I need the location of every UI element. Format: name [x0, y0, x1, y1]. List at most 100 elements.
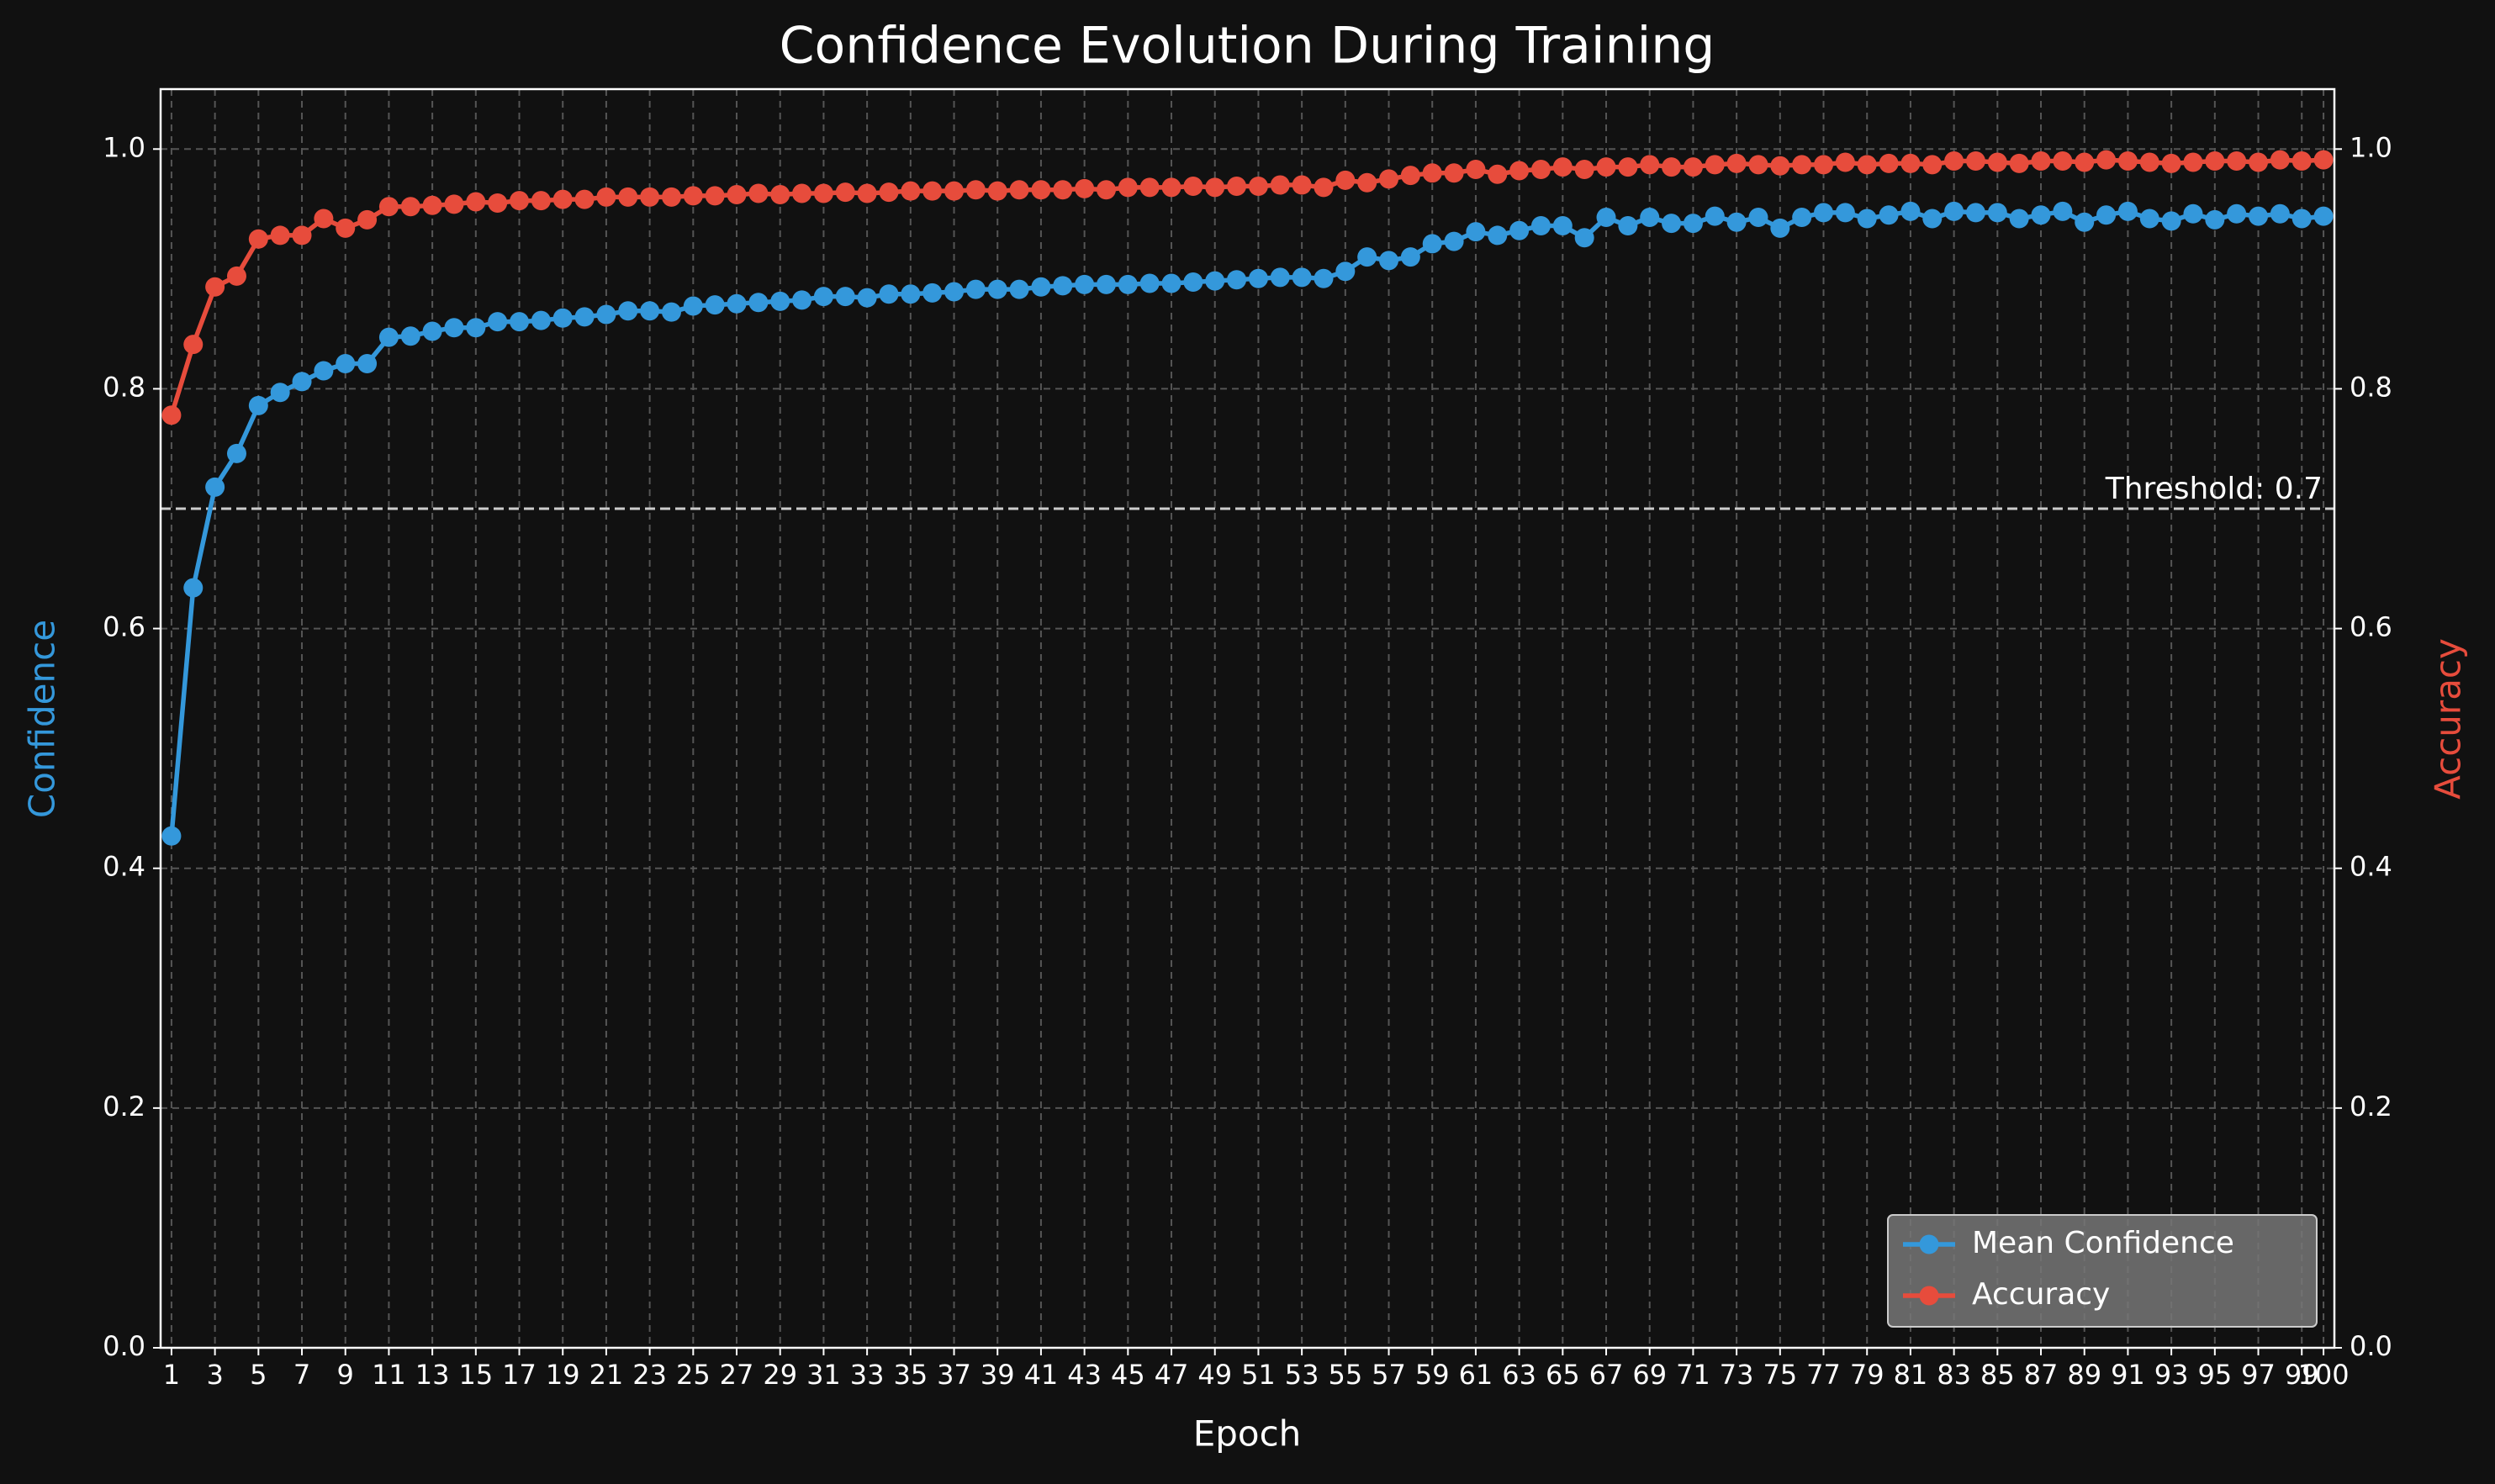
- data-point: [488, 312, 508, 332]
- x-tick-label: 43: [1067, 1359, 1102, 1391]
- data-point: [1640, 155, 1660, 175]
- data-point: [1683, 214, 1703, 234]
- data-point: [1400, 247, 1420, 267]
- data-point: [531, 191, 551, 211]
- x-tick-label: 65: [1546, 1359, 1580, 1391]
- data-point: [1357, 172, 1377, 193]
- x-tick-label: 47: [1155, 1359, 1189, 1391]
- data-point: [378, 327, 399, 347]
- x-tick-label: 27: [720, 1359, 754, 1391]
- legend: Mean Confidence Accuracy: [1887, 1214, 2318, 1328]
- data-point: [2183, 152, 2203, 172]
- y2-axis-label: Accuracy: [2428, 638, 2469, 800]
- legend-box: [1887, 1214, 2318, 1328]
- data-point: [748, 183, 769, 203]
- x-tick-label: 67: [1589, 1359, 1624, 1391]
- chart-title: Confidence Evolution During Training: [780, 17, 1715, 76]
- data-point: [1900, 201, 1921, 221]
- data-point: [1770, 156, 1790, 176]
- x-tick-label: 87: [2024, 1359, 2059, 1391]
- x-tick-label: 9: [337, 1359, 354, 1391]
- data-point: [705, 186, 725, 206]
- data-point: [2053, 201, 2073, 221]
- data-point: [1879, 153, 1899, 173]
- data-point: [857, 288, 877, 308]
- data-point: [552, 308, 573, 328]
- data-point: [1618, 157, 1638, 177]
- data-point: [248, 229, 268, 249]
- data-point: [2096, 150, 2117, 170]
- data-point: [2031, 205, 2051, 225]
- data-point: [292, 225, 312, 246]
- data-point: [314, 361, 334, 381]
- data-point: [2031, 151, 2051, 172]
- x-tick-label: 7: [293, 1359, 310, 1391]
- x-tick-label: 51: [1241, 1359, 1276, 1391]
- data-point: [596, 304, 616, 325]
- x-tick-label: 57: [1372, 1359, 1406, 1391]
- data-point: [161, 405, 182, 425]
- data-point: [1922, 155, 1943, 175]
- data-point: [2291, 209, 2312, 229]
- data-point: [1009, 180, 1029, 200]
- data-point: [1227, 270, 1247, 290]
- x-tick-label: 100: [2298, 1359, 2350, 1391]
- data-point: [879, 182, 899, 203]
- data-point: [2227, 203, 2247, 224]
- data-point: [488, 193, 508, 213]
- legend-marker: [1919, 1234, 1939, 1254]
- data-point: [1466, 160, 1486, 180]
- data-point: [1488, 225, 1508, 246]
- data-point: [1314, 268, 1334, 288]
- data-point: [901, 284, 921, 304]
- data-point: [336, 218, 356, 238]
- data-point: [1965, 151, 1985, 172]
- data-point: [2075, 152, 2095, 172]
- data-point: [1357, 247, 1377, 267]
- data-point: [1900, 153, 1921, 173]
- data-point: [1400, 166, 1420, 186]
- data-point: [987, 181, 1007, 201]
- data-point: [357, 209, 378, 230]
- data-point: [1248, 268, 1268, 288]
- data-point: [2249, 206, 2269, 226]
- data-point: [1053, 276, 1073, 296]
- data-point: [1574, 228, 1594, 248]
- series-line: [169, 209, 2324, 837]
- y-tick-label: 0.8: [103, 371, 145, 403]
- data-point: [1814, 203, 1834, 223]
- legend-label: Accuracy: [1972, 1277, 2110, 1312]
- data-point: [444, 194, 464, 214]
- data-point: [1552, 216, 1573, 236]
- data-point: [618, 187, 638, 207]
- data-point: [1596, 208, 1616, 228]
- data-point: [336, 353, 356, 373]
- x-tick-label: 21: [589, 1359, 624, 1391]
- data-point: [1748, 155, 1768, 175]
- data-point: [901, 181, 921, 201]
- data-point: [270, 383, 290, 403]
- data-point: [2075, 212, 2095, 232]
- data-point: [1075, 178, 1095, 198]
- data-point: [400, 326, 420, 346]
- data-point: [574, 307, 595, 327]
- data-point: [1792, 155, 1812, 175]
- data-point: [727, 293, 747, 314]
- x-tick-label: 31: [806, 1359, 841, 1391]
- data-point: [748, 293, 769, 313]
- data-point: [1161, 177, 1181, 198]
- data-point: [466, 192, 486, 212]
- data-point: [770, 291, 790, 311]
- data-point: [1379, 169, 1399, 189]
- threshold-label: Threshold: 0.7: [2105, 472, 2323, 506]
- data-point: [661, 187, 681, 207]
- data-point: [1944, 201, 1964, 221]
- data-point: [1965, 203, 1985, 223]
- x-tick-label: 85: [1980, 1359, 2015, 1391]
- data-point: [2205, 151, 2225, 172]
- data-point: [596, 187, 616, 207]
- data-point: [357, 353, 378, 373]
- x-tick-label: 11: [372, 1359, 406, 1391]
- x-tick-label: 71: [1676, 1359, 1710, 1391]
- y-tick-label: 1.0: [103, 131, 145, 163]
